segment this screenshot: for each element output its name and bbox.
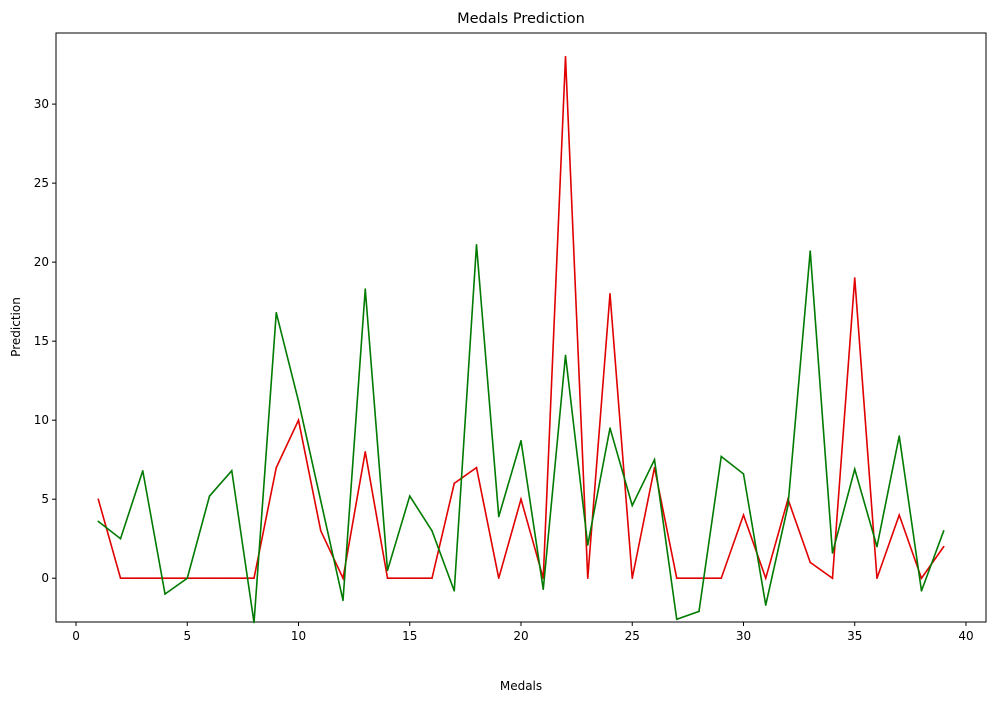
series-0-point [119,577,122,580]
series-1-point [119,537,122,540]
series-0-point [431,577,433,580]
series-1-point [386,569,389,572]
series-1-point [453,590,456,592]
series-1-point [942,530,945,532]
series-0-point [586,577,589,580]
series-0-point [609,292,611,295]
chart-title: Medals Prediction [457,11,585,27]
series-1-point [186,577,189,580]
y-tick-label: 10 [34,413,49,427]
series-0-point [742,514,745,516]
x-axis-label: Medals [500,679,542,693]
series-0-point [497,577,500,580]
series-1-point [97,520,100,523]
series-layer [97,55,945,624]
series-1-point [364,288,367,290]
y-tick-label: 5 [41,492,49,506]
series-0-point [386,577,389,580]
series-0-point [831,577,834,580]
series-0-point [898,514,901,516]
series-1-point [920,590,923,592]
series-0-point [920,577,923,580]
series-0-point [208,577,211,580]
x-tick-label: 35 [847,629,862,643]
series-1-point [141,469,144,472]
series-0-point [141,577,144,580]
series-0-point [275,466,278,469]
series-1-point [542,588,545,591]
series-0-point [520,498,522,501]
series-0-point [698,577,700,580]
x-tick-label: 10 [291,629,306,643]
x-tick-label: 30 [736,629,751,643]
y-tick-label: 25 [34,176,49,190]
series-1-point [609,427,611,429]
x-axis-ticks: 0 5 10 15 20 25 30 35 40 [72,622,974,643]
series-1-point [431,530,433,532]
series-1-point [564,354,567,357]
series-1-point [230,469,233,472]
y-tick-label: 0 [41,571,49,585]
series-0-point [97,498,100,501]
y-axis-label: Prediction [9,297,23,357]
x-tick-label: 5 [183,629,191,643]
series-0-point [453,482,456,485]
series-0-point [764,577,767,580]
series-0-point [319,530,322,532]
series-1-point [319,499,322,502]
series-1-point [253,621,255,624]
series-0-point [297,419,300,421]
series-0-point [253,577,255,580]
series-1-point [631,504,634,507]
series-0-point [408,577,411,580]
series-1-point [720,455,723,458]
series-0-point [342,577,344,580]
series-1-point [853,468,856,470]
series-1-point [275,311,278,314]
series-1-point [876,545,878,548]
series-0-point [876,577,878,580]
series-0-point [564,55,567,58]
y-tick-label: 20 [34,255,49,269]
x-tick-label: 0 [72,629,80,643]
series-1-point [586,544,589,546]
series-0-point [475,466,478,469]
series-1-point [698,610,700,613]
x-tick-label: 20 [513,629,528,643]
series-0-point [164,577,166,580]
y-axis-ticks: 0 5 10 15 20 25 30 [34,97,56,585]
series-1-point [764,604,767,606]
series-1-point [208,495,211,497]
plot-area [55,32,987,623]
x-tick-label: 15 [402,629,417,643]
series-0-point [720,577,723,580]
series-1-point [297,400,300,403]
series-1-point [164,593,166,595]
series-1-point [497,515,500,518]
series-0-point [809,561,812,564]
series-0-point [631,577,634,580]
y-tick-label: 15 [34,334,49,348]
series-1-point [342,599,344,602]
series-0-point [675,577,678,580]
x-tick-label: 40 [958,629,973,643]
series-1-point [898,435,901,437]
y-tick-label: 30 [34,97,49,111]
series-1-point [831,552,834,554]
series-1-point [520,439,522,442]
series-1-point [408,495,411,497]
series-1-point [675,618,678,621]
series-1-point [809,250,812,252]
series-0-point [230,577,233,580]
series-0-point [364,451,367,453]
series-1-point [475,243,478,246]
series-1-point [742,473,745,475]
series-1-point [653,458,656,461]
series-0-point [853,277,856,279]
series-0-point [942,545,945,548]
series-1-point [787,504,789,507]
x-tick-label: 25 [625,629,640,643]
